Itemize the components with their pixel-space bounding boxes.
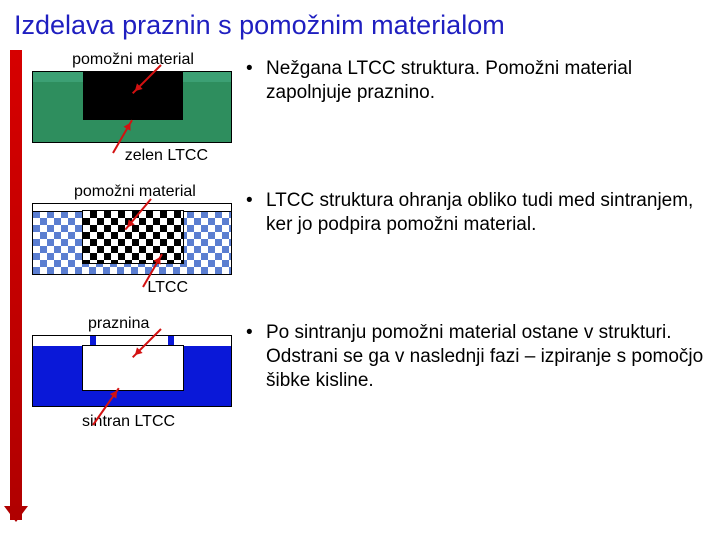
stage3-label-bottom: sintran LTCC — [28, 413, 238, 431]
stage3-text: Po sintranju pomožni material ostane v s… — [266, 321, 704, 392]
stage3-figure — [32, 335, 232, 407]
stage3-label-top: praznina — [28, 315, 238, 333]
stage-2: pomožni material LTCC • LTCC struktura o… — [0, 183, 720, 297]
stage-1: pomožni material zelen LTCC • Nežgana LT… — [0, 51, 720, 165]
stage1-text: Nežgana LTCC struktura. Pomožni material… — [266, 57, 704, 105]
stage1-bullet: • Nežgana LTCC struktura. Pomožni materi… — [246, 57, 704, 105]
stage1-label-top: pomožni material — [28, 51, 238, 69]
stage2-label-top: pomožni material — [28, 183, 238, 201]
stage2-figure — [32, 203, 232, 275]
stage2-label-bottom: LTCC — [28, 279, 238, 297]
process-arrow — [10, 50, 22, 520]
stage2-text: LTCC struktura ohranja obliko tudi med s… — [266, 189, 704, 237]
page-title: Izdelava praznin s pomožnim materialom — [0, 0, 720, 45]
stage3-bullet: • Po sintranju pomožni material ostane v… — [246, 321, 704, 392]
stage1-figure — [32, 71, 232, 143]
stage1-label-bottom: zelen LTCC — [28, 147, 238, 165]
stage-3: praznina sintran LTCC • Po sintranju pom… — [0, 315, 720, 431]
stage2-bullet: • LTCC struktura ohranja obliko tudi med… — [246, 189, 704, 237]
